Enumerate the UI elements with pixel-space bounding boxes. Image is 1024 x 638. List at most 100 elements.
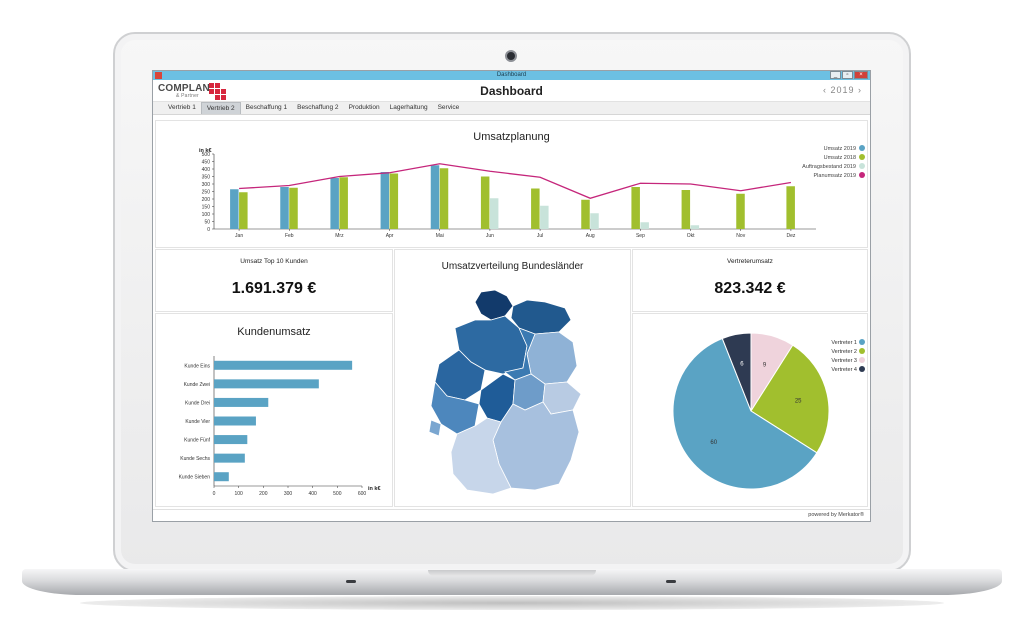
bar-auftragsbestand-2019[interactable] [540, 205, 549, 229]
category-label: Kunde Vier [185, 419, 210, 425]
legend-swatch [859, 357, 865, 363]
tab-beschaffung-2[interactable]: Beschaffung 2 [297, 104, 339, 111]
kundenumsatz-title: Kundenumsatz [237, 326, 311, 338]
pie-slice-label: 6 [740, 361, 744, 367]
category-label: Kunde Fünf [184, 438, 210, 444]
year-prev-button[interactable]: ‹ [822, 85, 827, 95]
legend-swatch [859, 145, 865, 151]
x-tick-label: Okt [687, 233, 695, 239]
logo-mark-icon [209, 83, 226, 100]
bar-auftragsbestand-2019[interactable] [590, 213, 599, 229]
bar-umsatz-2018[interactable] [439, 168, 449, 229]
y-tick-label: 200 [202, 197, 211, 203]
laptop-foot [666, 580, 676, 583]
pie-slice-vertreter-1[interactable] [672, 337, 818, 490]
window-title: Dashboard [496, 72, 527, 78]
legend-label: Vertreter 4 [831, 367, 857, 373]
logo-text: COMPLAN [158, 83, 210, 94]
category-label: Kunde Zwei [184, 382, 210, 388]
bar-umsatz-2018[interactable] [531, 188, 540, 230]
minimize-button[interactable]: _ [830, 71, 841, 79]
y-tick-label: 350 [202, 175, 211, 181]
map-region-mecklenburg [510, 299, 572, 335]
category-label: Kunde Sieben [179, 475, 211, 481]
y-tick-label: 0 [207, 227, 210, 233]
tab-beschaffung-1[interactable]: Beschaffung 1 [245, 104, 288, 111]
x-tick-label: 400 [308, 491, 317, 497]
app-header: COMPLAN & Partner Dashboard ‹ 2019 › [153, 80, 870, 102]
x-tick-label: Jul [537, 233, 543, 239]
customer-bar[interactable] [214, 416, 256, 426]
pie-slice-vertreter-2[interactable] [750, 344, 830, 454]
customer-bar[interactable] [214, 360, 353, 370]
legend-label: Umsatz 2018 [824, 155, 856, 161]
bar-umsatz-2018[interactable] [786, 186, 795, 229]
pie-slice-label: 9 [763, 363, 767, 369]
y-tick-label: 400 [202, 167, 211, 173]
bar-auftragsbestand-2019[interactable] [640, 222, 649, 229]
x-tick-label: 300 [284, 491, 293, 497]
tab-produktion[interactable]: Produktion [348, 104, 380, 111]
laptop-notch [428, 570, 596, 576]
tab-lagerhaltung[interactable]: Lagerhaltung [389, 104, 428, 111]
y-tick-label: 300 [202, 182, 211, 188]
x-tick-label: Feb [285, 233, 294, 239]
app-window: Dashboard _ ▫ × COMPLAN & Partner Dashbo… [152, 70, 871, 522]
bar-umsatz-2019[interactable] [280, 187, 289, 229]
vertreter-pie-chart: 9 25 60 6 Vertreter 1 Vertreter 2 Vertreter 3 V… [672, 332, 865, 490]
bar-umsatz-2018[interactable] [631, 187, 640, 229]
map-region-sachsen [542, 381, 582, 415]
category-label: Kunde Sechs [180, 456, 210, 462]
vertreter-panel: 9 25 60 6 Vertreter 1 Vertreter 2 Vertreter 3 V… [632, 313, 868, 507]
customer-bar[interactable] [214, 397, 269, 407]
pie-slice-label: 60 [710, 440, 717, 446]
legend-label: Vertreter 2 [831, 349, 857, 355]
close-button[interactable]: × [854, 71, 868, 79]
kpi-vertreter-value: 823.342 € [714, 280, 786, 297]
customer-bar[interactable] [214, 453, 245, 463]
tab-bar: Vertrieb 1 Vertrieb 2 Beschaffung 1 Beschaf… [153, 102, 870, 115]
legend-swatch [859, 348, 865, 354]
tab-vertrieb-1[interactable]: Vertrieb 1 [168, 104, 196, 111]
bar-umsatz-2018[interactable] [339, 177, 348, 229]
legend-swatch [859, 172, 865, 178]
bar-auftragsbestand-2019[interactable] [489, 198, 499, 229]
bar-umsatz-2019[interactable] [230, 189, 239, 229]
kpi-top10-panel: Umsatz Top 10 Kunden 1.691.379 € [155, 249, 393, 312]
x-tick-label: 600 [358, 491, 367, 497]
bar-umsatz-2019[interactable] [380, 172, 390, 229]
bar-umsatz-2019[interactable] [430, 165, 440, 229]
year-next-button[interactable]: › [858, 85, 862, 95]
app-footer: powered by Merkator® [153, 509, 870, 521]
y-tick-label: 500 [202, 152, 211, 158]
bar-umsatz-2018[interactable] [480, 176, 490, 230]
bar-umsatz-2018[interactable] [389, 173, 399, 230]
bar-umsatz-2018[interactable] [681, 190, 691, 229]
x-tick-label: Jun [486, 233, 494, 239]
bar-umsatz-2018[interactable] [239, 192, 248, 229]
legend-swatch [859, 163, 865, 169]
customer-bar[interactable] [214, 435, 248, 445]
tab-service[interactable]: Service [437, 104, 460, 111]
legend-label: Auftragsbestand 2019 [802, 164, 856, 170]
legend-swatch [859, 339, 865, 345]
x-tick-label: 100 [234, 491, 243, 497]
bar-umsatz-2018[interactable] [289, 187, 298, 229]
line-planumsatz-2019[interactable] [239, 163, 792, 199]
customer-bar[interactable] [214, 379, 319, 389]
kundenumsatz-panel: Kundenumsatz 0 100 200 300 400 500 600 in k€ Kun… [155, 313, 393, 507]
bar-umsatz-2018[interactable] [581, 199, 590, 229]
legend-label: Vertreter 1 [831, 340, 857, 346]
pie-slice-vertreter-4[interactable] [721, 332, 752, 412]
customer-bar[interactable] [214, 472, 229, 482]
umsatzplanung-panel: Umsatzplanung in k€ 0 50 100 150 200 250 300 350… [155, 120, 868, 248]
bar-umsatz-2019[interactable] [330, 178, 339, 229]
tab-vertrieb-2[interactable]: Vertrieb 2 [200, 102, 241, 114]
maximize-button[interactable]: ▫ [842, 71, 853, 79]
webcam-icon [505, 50, 517, 62]
bar-umsatz-2018[interactable] [736, 193, 745, 229]
bar-auftragsbestand-2019[interactable] [690, 225, 700, 229]
x-tick-label: Jan [235, 233, 243, 239]
